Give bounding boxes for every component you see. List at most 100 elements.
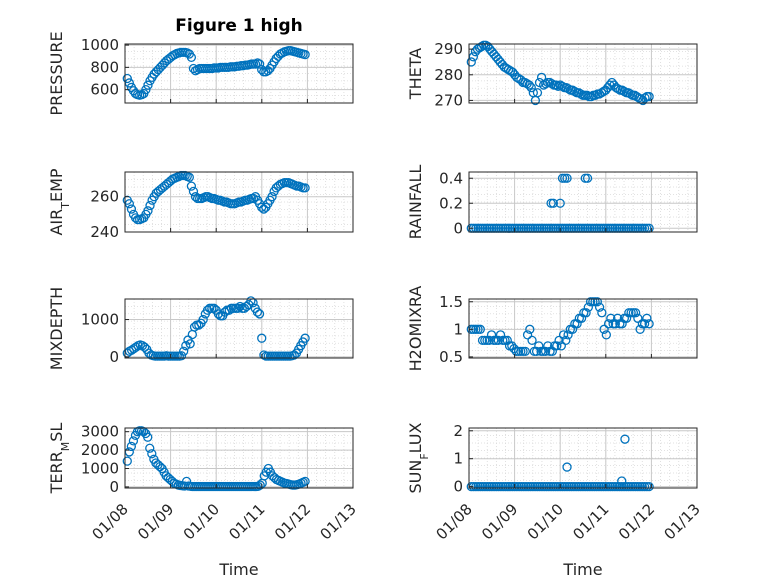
data-point [547, 346, 557, 357]
x-tick-label: 01/12 [615, 500, 658, 543]
y-tick-label: 3000 [81, 423, 119, 441]
data-point [254, 59, 265, 69]
data-point [590, 90, 601, 100]
y-tick-label: 280 [434, 66, 463, 84]
data-point [484, 335, 494, 346]
data-point [617, 319, 627, 329]
data-point [522, 330, 533, 340]
data-point [534, 341, 544, 351]
data-point [527, 335, 537, 346]
y-axis-label: TERRMSL [47, 423, 72, 495]
data-point [520, 346, 530, 357]
y-tick-label: 1 [453, 320, 463, 338]
data-point [586, 91, 596, 102]
x-tick-label: 01/09 [134, 500, 177, 543]
data-point [143, 206, 153, 216]
data-point [126, 204, 137, 214]
data-point [570, 86, 580, 97]
data-point [543, 341, 553, 351]
data-point [145, 200, 155, 211]
data-point [489, 49, 499, 59]
data-point [213, 309, 224, 319]
data-point [612, 313, 623, 323]
x-tick-label: 01/13 [661, 500, 704, 543]
data-point [131, 342, 141, 352]
y-axis-label: AIRTEMP [47, 168, 72, 235]
data-point [181, 341, 191, 351]
y-tick-label: 0.2 [439, 194, 463, 212]
axes-frame [124, 298, 354, 359]
y-tick-label: 240 [90, 223, 119, 241]
data-point [561, 335, 571, 346]
axes-frame [468, 43, 698, 104]
data-point [176, 351, 187, 361]
data-point [531, 346, 542, 357]
axes-frame [124, 43, 354, 104]
data-point [557, 81, 567, 91]
y-tick-label: 2 [453, 422, 463, 440]
y-tick-label: 600 [90, 81, 119, 99]
data-point [572, 319, 582, 329]
data-point [603, 319, 614, 329]
data-point [202, 305, 213, 315]
y-axis-label: RAINFALL [406, 165, 425, 240]
data-point [141, 84, 151, 95]
data-point [554, 335, 564, 346]
data-point [640, 93, 650, 103]
y-axis-label: PRESSURE [47, 31, 66, 115]
y-axis-label: SUNFLUX [406, 422, 431, 493]
data-point [567, 324, 578, 334]
data-point [493, 335, 503, 346]
panel-rainfall: 0 0.2 0.4 RAINFALL [406, 165, 698, 240]
data-point [644, 481, 654, 492]
data-point [526, 82, 536, 93]
data-point [300, 183, 310, 193]
data-point [476, 41, 487, 52]
x-axis-label: Time [218, 560, 258, 579]
data-point [257, 333, 267, 343]
panel-mixdepth: 0 1000 MIXDEPTH [47, 287, 354, 370]
data-point [187, 329, 197, 340]
data-point [558, 330, 569, 340]
data-point [466, 57, 476, 67]
data-point [255, 480, 265, 490]
data-point [248, 193, 259, 204]
chart-title: Figure 1 high [175, 16, 303, 36]
data-point [493, 54, 503, 65]
data-point [607, 77, 617, 88]
data-point [122, 73, 132, 84]
x-tick-label: 01/08 [89, 500, 132, 543]
y-tick-label: 2000 [81, 441, 119, 459]
data-point [633, 313, 643, 323]
axes-frame [124, 171, 354, 233]
data-point [552, 341, 562, 351]
data-point [625, 89, 636, 99]
y-tick-label: 270 [434, 91, 463, 109]
data-point [128, 436, 139, 446]
x-tick-label: 01/09 [478, 500, 521, 543]
data-point [642, 313, 652, 323]
y-tick-label: 0 [453, 219, 463, 237]
y-tick-label: 1 [453, 450, 463, 468]
data-point [620, 434, 630, 444]
data-point [145, 443, 155, 453]
data-point [606, 313, 616, 323]
data-point [475, 324, 485, 334]
axes-frame [468, 427, 698, 489]
data-point [235, 301, 245, 312]
data-point [122, 456, 132, 466]
data-point [610, 319, 621, 329]
panel-sun_flux: 0 1 2 01/08 01/09 01/10 01/11 01/12 01/13 SUNFLUX… [406, 422, 704, 579]
data-point [179, 346, 189, 356]
data-point [300, 476, 310, 487]
data-point [555, 198, 565, 208]
data-point [252, 307, 263, 317]
data-point [139, 342, 150, 352]
x-tick-label: 01/12 [271, 500, 314, 543]
data-point [495, 57, 505, 67]
data-point [267, 192, 277, 202]
y-tick-label: 800 [90, 58, 119, 76]
data-point [486, 330, 497, 340]
